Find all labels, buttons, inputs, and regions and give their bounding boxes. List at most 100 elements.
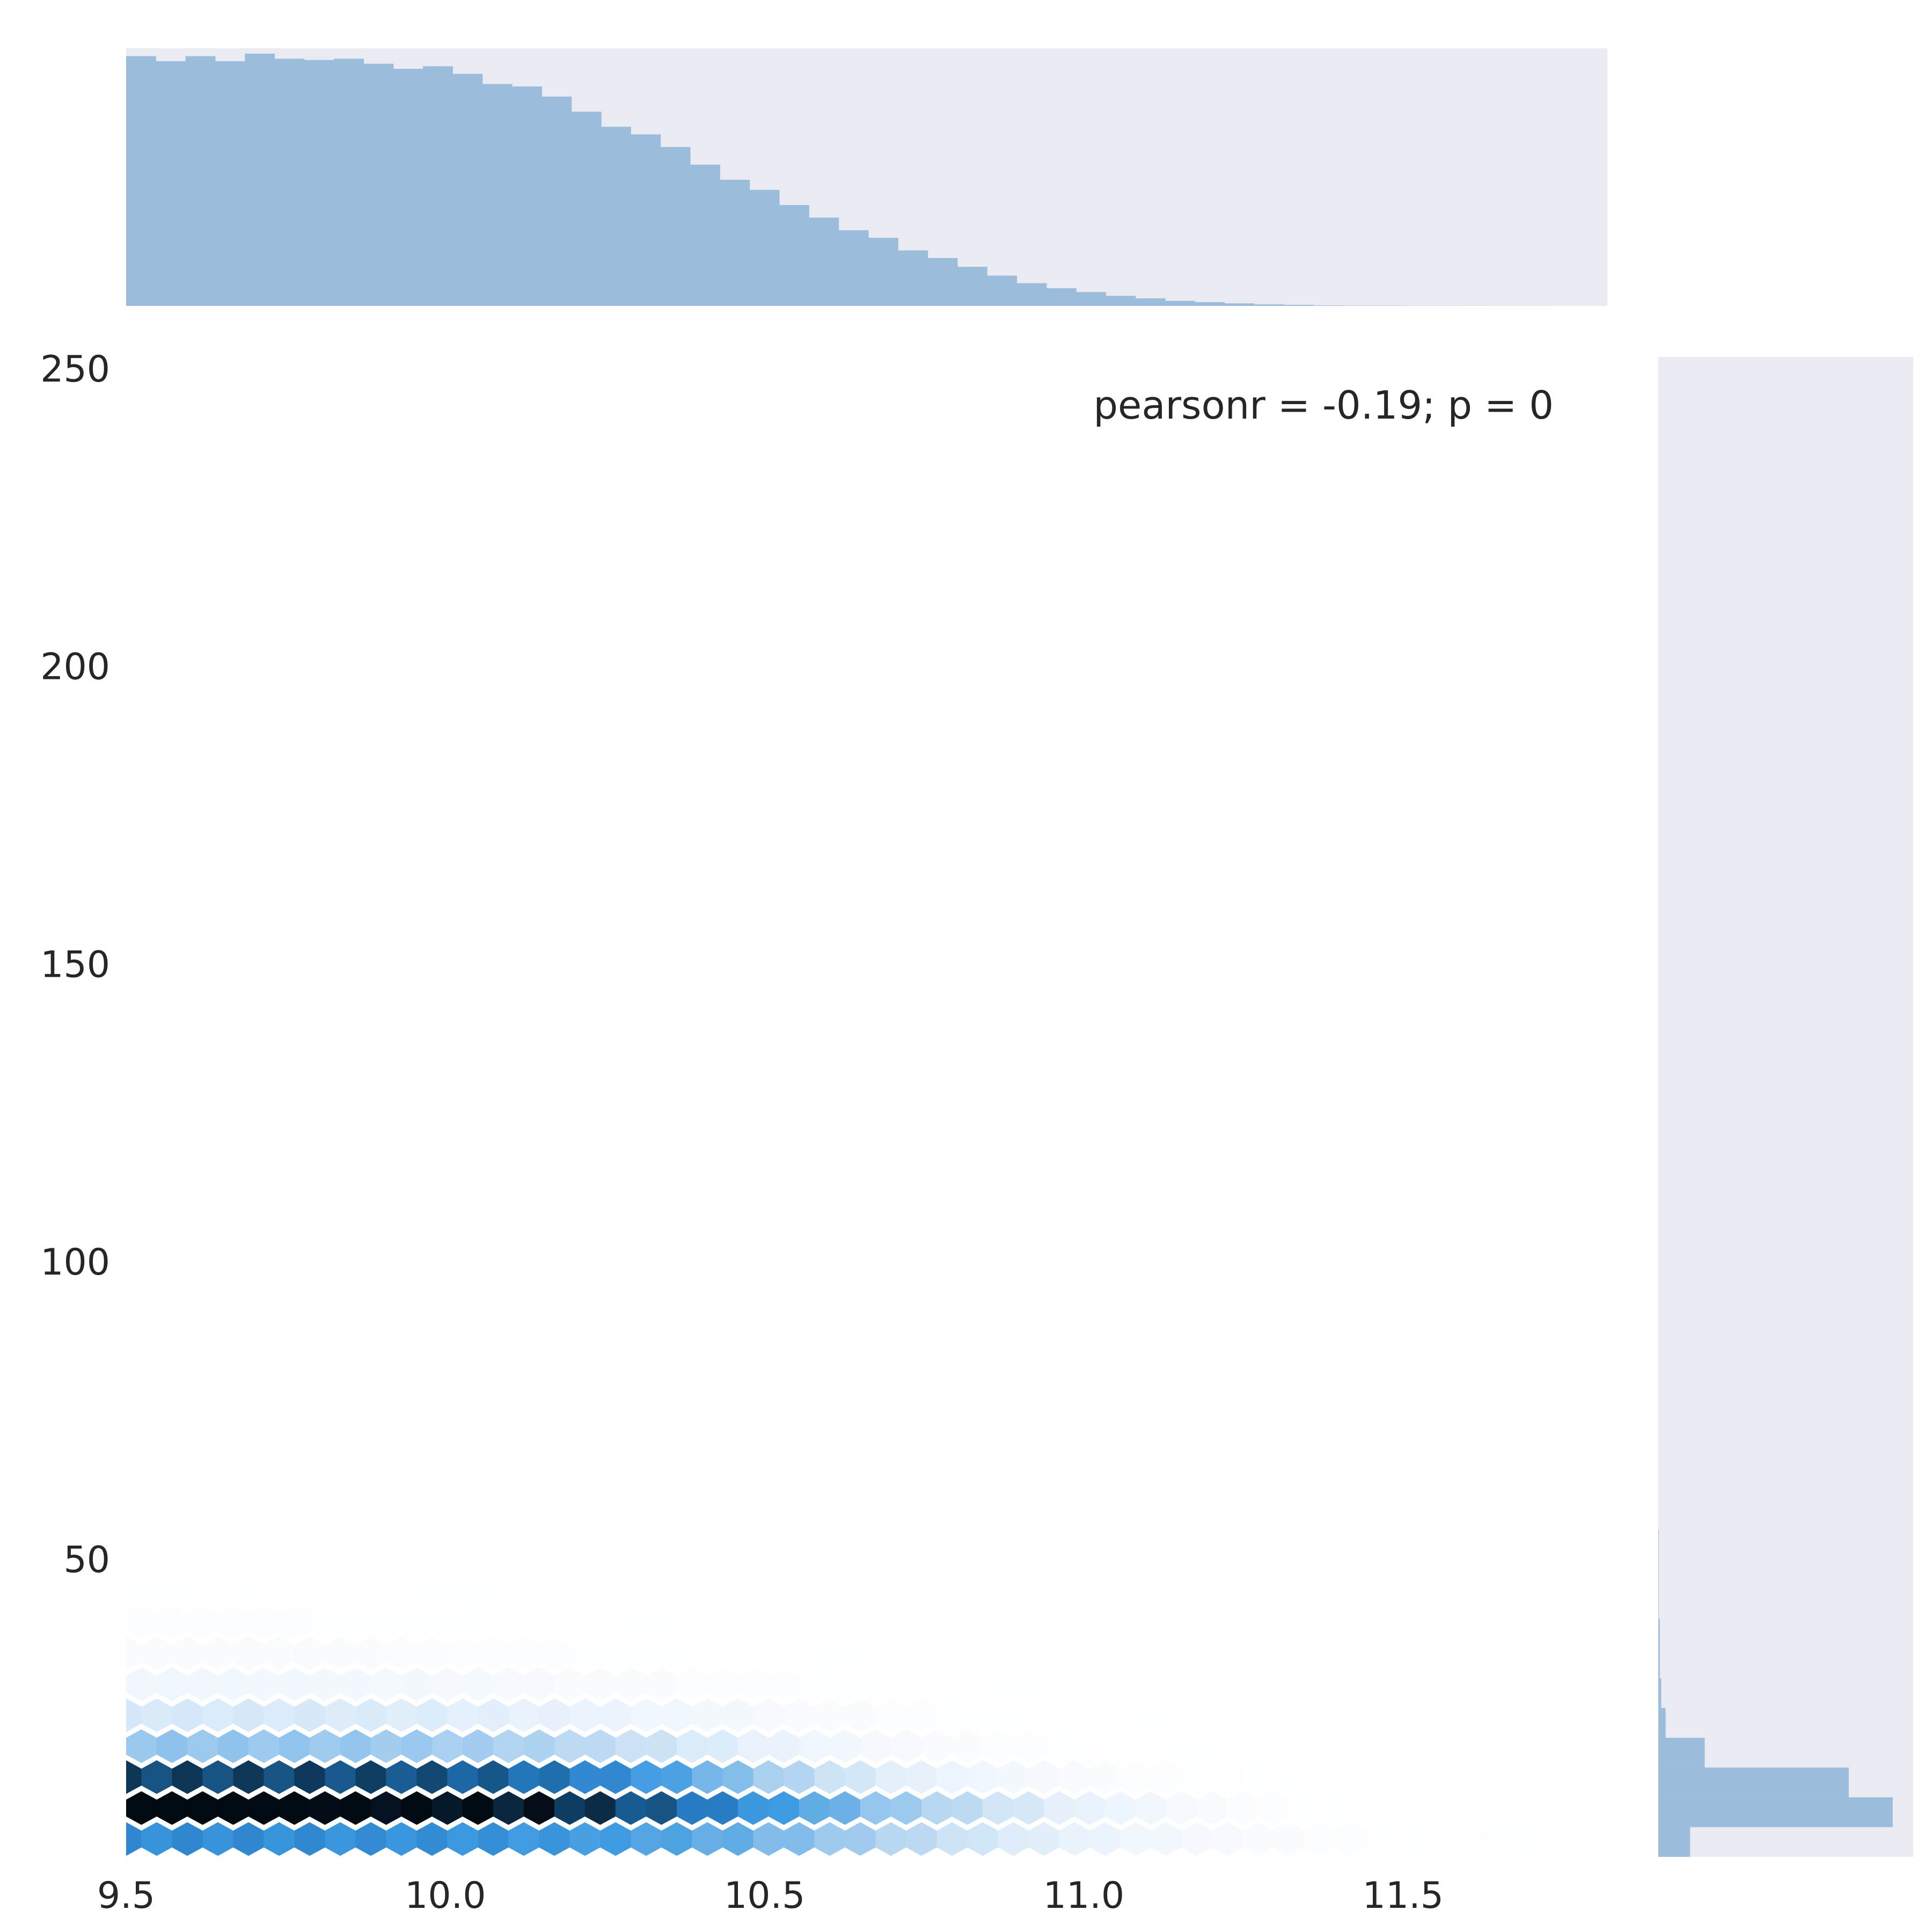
hex-cell (447, 1636, 478, 1670)
hex-cell (600, 1698, 631, 1732)
hex-cell (554, 1605, 586, 1640)
hex-cell (126, 1667, 157, 1701)
hex-cell (493, 1667, 524, 1701)
hex-cell (508, 1698, 539, 1732)
x-hist-bar (1016, 283, 1047, 306)
hex-cell (707, 1667, 738, 1701)
hex-cell (1151, 1760, 1182, 1794)
hex-cell (784, 1698, 815, 1732)
hex-cell (1059, 1698, 1090, 1732)
hex-cell (294, 1822, 325, 1856)
hex-cell (355, 1698, 386, 1732)
hex-cell (692, 1760, 723, 1794)
hex-cell (998, 1760, 1029, 1794)
hex-cell (1013, 1791, 1044, 1825)
x-hist-bar (304, 60, 334, 306)
hex-cell (554, 1791, 586, 1825)
hex-cell (401, 1605, 433, 1640)
hex-cell (294, 1636, 325, 1670)
hex-cell (1166, 1729, 1197, 1763)
hex-cell (309, 1729, 341, 1763)
hex-cell (722, 1822, 753, 1856)
hex-cell (1104, 1729, 1136, 1763)
x-hist-bar (541, 96, 572, 306)
hex-cell (340, 1605, 371, 1640)
hex-cell (875, 1822, 906, 1856)
hex-cell (631, 1636, 662, 1670)
hex-cell (1273, 1760, 1304, 1794)
hex-cell (279, 1667, 310, 1701)
y-hist-bar (1658, 1797, 1893, 1827)
hex-cell (431, 1605, 463, 1640)
x-hist-bar (601, 127, 631, 306)
hex-cell (447, 1698, 478, 1732)
x-hist-bar (393, 69, 423, 306)
hex-cell (1013, 1667, 1044, 1701)
hex-cell (1457, 1822, 1488, 1856)
hex-cell (768, 1729, 800, 1763)
x-hist-bar (423, 66, 453, 306)
hex-cell (1028, 1760, 1059, 1794)
hex-cell (340, 1791, 371, 1825)
y-tick-label: 200 (40, 646, 110, 689)
hex-cell (1120, 1698, 1151, 1732)
hex-cell (967, 1698, 998, 1732)
hex-cell (1013, 1729, 1044, 1763)
hex-cell (768, 1791, 800, 1825)
hex-cell (967, 1760, 998, 1794)
hex-cell (1242, 1822, 1274, 1856)
hex-cell (279, 1605, 310, 1640)
hex-cell (264, 1575, 295, 1608)
hex-cell (431, 1791, 463, 1825)
hex-cell (462, 1791, 494, 1825)
hex-cell (676, 1791, 708, 1825)
x-hist-bar (720, 180, 750, 306)
hex-cell (141, 1760, 172, 1794)
hex-cell (462, 1667, 494, 1701)
hex-cell (875, 1760, 906, 1794)
hex-cell (187, 1791, 218, 1825)
x-marginal-histogram (126, 48, 1607, 306)
hex-cell (646, 1667, 677, 1701)
y-marginal-histogram (1658, 357, 1913, 1857)
x-hist-bar (156, 61, 186, 306)
hex-cell (401, 1791, 433, 1825)
hex-cell (753, 1822, 784, 1856)
y-tick-label: 250 (40, 348, 110, 391)
hex-cell (325, 1575, 356, 1608)
hex-cell (264, 1698, 295, 1732)
hex-cell (340, 1729, 371, 1763)
hex-cell (401, 1729, 433, 1763)
hex-cell (1166, 1791, 1197, 1825)
hex-cell (370, 1667, 402, 1701)
hex-cell (661, 1698, 692, 1732)
hex-cell (1059, 1822, 1090, 1856)
hex-cell (707, 1729, 738, 1763)
pearson-annotation: pearsonr = -0.19; p = 0 (1093, 383, 1554, 428)
hex-cell (523, 1605, 555, 1640)
hex-cell (1151, 1822, 1182, 1856)
hex-cell (860, 1667, 891, 1701)
hex-cell (141, 1822, 172, 1856)
hex-cell (539, 1698, 570, 1732)
x-hist-bar (482, 84, 513, 306)
hex-cell (141, 1575, 172, 1608)
y-hist-bar (1658, 1827, 1690, 1857)
hex-cell (217, 1605, 249, 1640)
hex-cell (1487, 1822, 1518, 1856)
hex-cell (829, 1729, 861, 1763)
hex-cell (202, 1760, 233, 1794)
x-hist-bar (571, 112, 602, 306)
hex-cell (737, 1729, 769, 1763)
hex-cell (141, 1698, 172, 1732)
hex-cell (1304, 1822, 1335, 1856)
axis-ticks: 9.5 10.0 10.5 11.0 11.5 50 100 150 200 250 (40, 348, 1444, 1917)
hex-cell (890, 1729, 922, 1763)
hex-cell (600, 1760, 631, 1794)
hex-cell (845, 1636, 876, 1670)
y-tick-label: 150 (40, 943, 110, 986)
hex-cell (631, 1760, 662, 1794)
hex-cell (890, 1667, 922, 1701)
hex-cell (936, 1760, 968, 1794)
hex-cell (1135, 1791, 1167, 1825)
